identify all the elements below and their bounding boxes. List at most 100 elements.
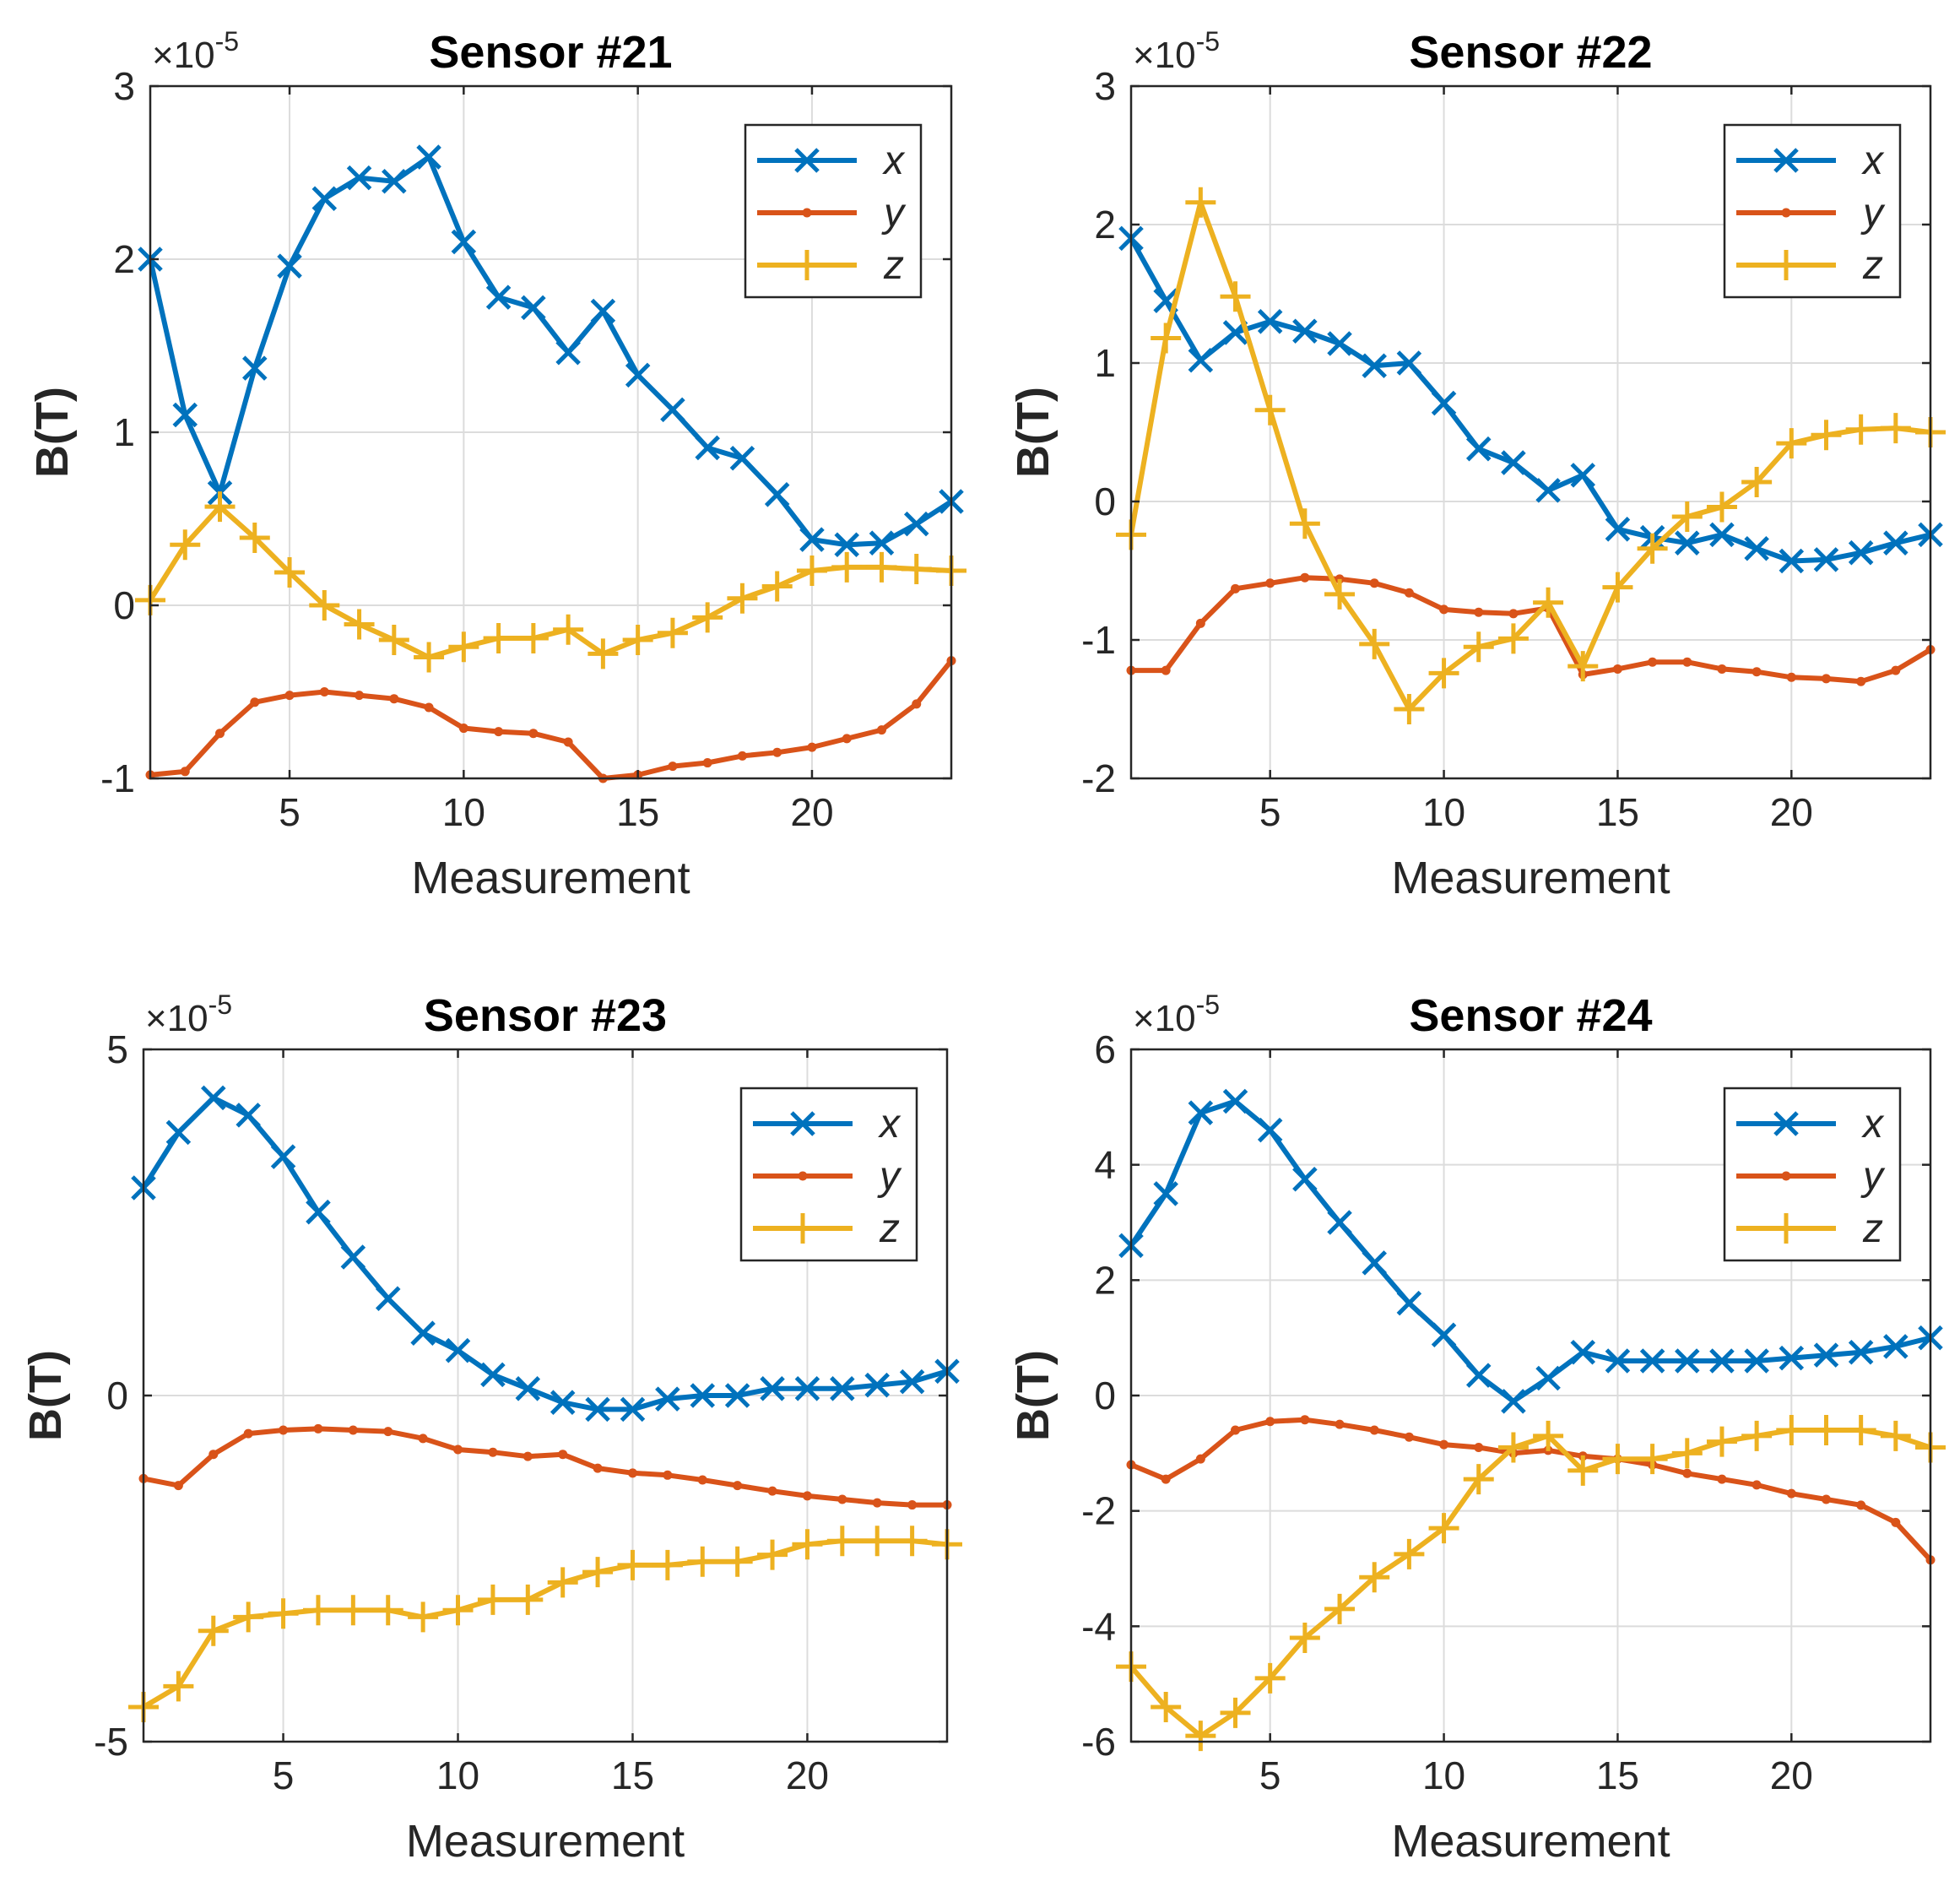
series-z <box>1116 1415 1946 1752</box>
data-point-z <box>1637 1444 1668 1475</box>
data-point-z <box>517 622 549 653</box>
data-point-z <box>582 1557 614 1588</box>
y-tick-label: 0 <box>106 1374 128 1417</box>
data-point-y <box>1369 578 1379 588</box>
data-point-z <box>1359 1562 1390 1593</box>
data-point-x <box>1431 1322 1457 1348</box>
data-point-z <box>692 602 723 633</box>
series-x <box>1118 225 1943 574</box>
y-tick-label: -1 <box>1081 618 1116 662</box>
data-point-z <box>587 638 619 669</box>
data-point-x <box>550 1390 576 1415</box>
data-point-x <box>1292 318 1318 344</box>
axis-multiplier-base: ×10 <box>152 35 215 76</box>
axis-multiplier-exponent: -5 <box>1196 26 1220 57</box>
data-point-x <box>903 511 929 537</box>
legend-entry-z: z <box>757 243 904 288</box>
data-point-z <box>896 1526 928 1557</box>
data-point-x <box>1570 463 1596 488</box>
data-point-x <box>1744 535 1769 561</box>
data-point-x <box>1639 1348 1665 1374</box>
legend: xyz <box>1723 123 1902 299</box>
legend-marker-x <box>1773 1111 1799 1136</box>
data-point-y <box>313 1423 323 1434</box>
data-point-y <box>802 1491 812 1501</box>
x-tick-label: 10 <box>1422 790 1465 834</box>
legend-entry-y: y <box>753 1154 902 1199</box>
data-point-x <box>346 165 372 191</box>
data-point-x <box>830 1376 855 1401</box>
data-point-z <box>1533 1420 1564 1451</box>
data-point-y <box>737 751 747 761</box>
data-point-z <box>1533 587 1564 618</box>
data-point-z <box>796 556 827 586</box>
data-point-x <box>899 1369 925 1395</box>
data-point-y <box>180 767 190 777</box>
data-point-z <box>1289 508 1320 539</box>
data-point-z <box>233 1602 264 1633</box>
data-point-z <box>652 1549 683 1580</box>
x-axis-label: Measurement <box>411 853 690 903</box>
data-point-x <box>864 1372 890 1398</box>
data-point-y <box>1891 1517 1901 1527</box>
chart-panel-4: 5 10 15 20 -6 -4 -2 0 2 4 6 Sensor #24 ×10-5 Measurem… <box>1008 989 1946 1867</box>
data-point-x <box>625 362 651 388</box>
axis-multiplier: ×10-5 <box>145 989 232 1039</box>
y-axis-label: B(T) <box>27 387 78 478</box>
data-point-z <box>1602 572 1633 603</box>
data-point-y <box>418 1434 428 1444</box>
data-point-x <box>1501 450 1526 475</box>
data-point-z <box>378 625 409 655</box>
data-point-z <box>170 529 201 561</box>
y-tick-label: -6 <box>1081 1720 1116 1764</box>
data-point-z <box>553 614 584 645</box>
data-point-y <box>702 758 712 768</box>
data-point-y <box>837 1494 847 1504</box>
data-point-z <box>831 551 863 583</box>
data-point-x <box>242 355 268 381</box>
y-tick-label: 2 <box>1094 203 1116 247</box>
data-point-x <box>1431 390 1457 416</box>
data-point-z <box>622 625 653 655</box>
data-point-z <box>1428 1513 1459 1544</box>
chart-panel-2: 5 10 15 20 -2 -1 0 1 2 3 Sensor #22 ×10-5 Measuremen… <box>1008 26 1946 903</box>
x-tick-label: 10 <box>436 1753 479 1797</box>
data-point-x <box>375 1286 401 1311</box>
x-tick-label: 15 <box>611 1753 654 1797</box>
data-point-x <box>521 295 546 321</box>
series-y <box>145 656 956 783</box>
series-y <box>138 1423 952 1510</box>
data-point-z <box>1776 1415 1807 1445</box>
data-point-y <box>1717 664 1727 674</box>
data-point-y <box>842 734 852 744</box>
series-line-y <box>1129 575 1933 685</box>
series-x <box>138 144 964 558</box>
legend-entry-z: z <box>753 1206 900 1251</box>
y-tick-label: 2 <box>1094 1258 1116 1302</box>
axes-box <box>1129 84 1932 780</box>
data-point-z <box>1428 658 1459 689</box>
data-point-x <box>764 482 790 507</box>
legend-entry-x: x <box>753 1102 901 1146</box>
data-point-z <box>1289 1623 1320 1653</box>
data-point-y <box>1231 583 1241 593</box>
series-line-y <box>141 1426 950 1508</box>
y-axis-label: B(T) <box>1008 387 1059 478</box>
y-tick-label: -2 <box>1081 1489 1116 1533</box>
x-tick-label: 5 <box>279 790 300 834</box>
legend-label-x: x <box>1861 1102 1885 1146</box>
legend: xyz <box>1723 1087 1902 1262</box>
data-point-y <box>250 697 260 707</box>
data-point-x <box>1396 350 1422 376</box>
data-point-x <box>1605 1348 1631 1374</box>
x-tick-label: 20 <box>1770 790 1813 834</box>
x-tick-label: 20 <box>1770 1753 1813 1797</box>
data-point-y <box>872 1498 882 1508</box>
data-point-y <box>215 729 225 739</box>
y-tick-label: -2 <box>1081 756 1116 800</box>
data-point-x <box>1605 517 1631 542</box>
data-point-y <box>1891 665 1901 675</box>
data-point-z <box>727 583 758 614</box>
data-point-z <box>408 1602 439 1633</box>
